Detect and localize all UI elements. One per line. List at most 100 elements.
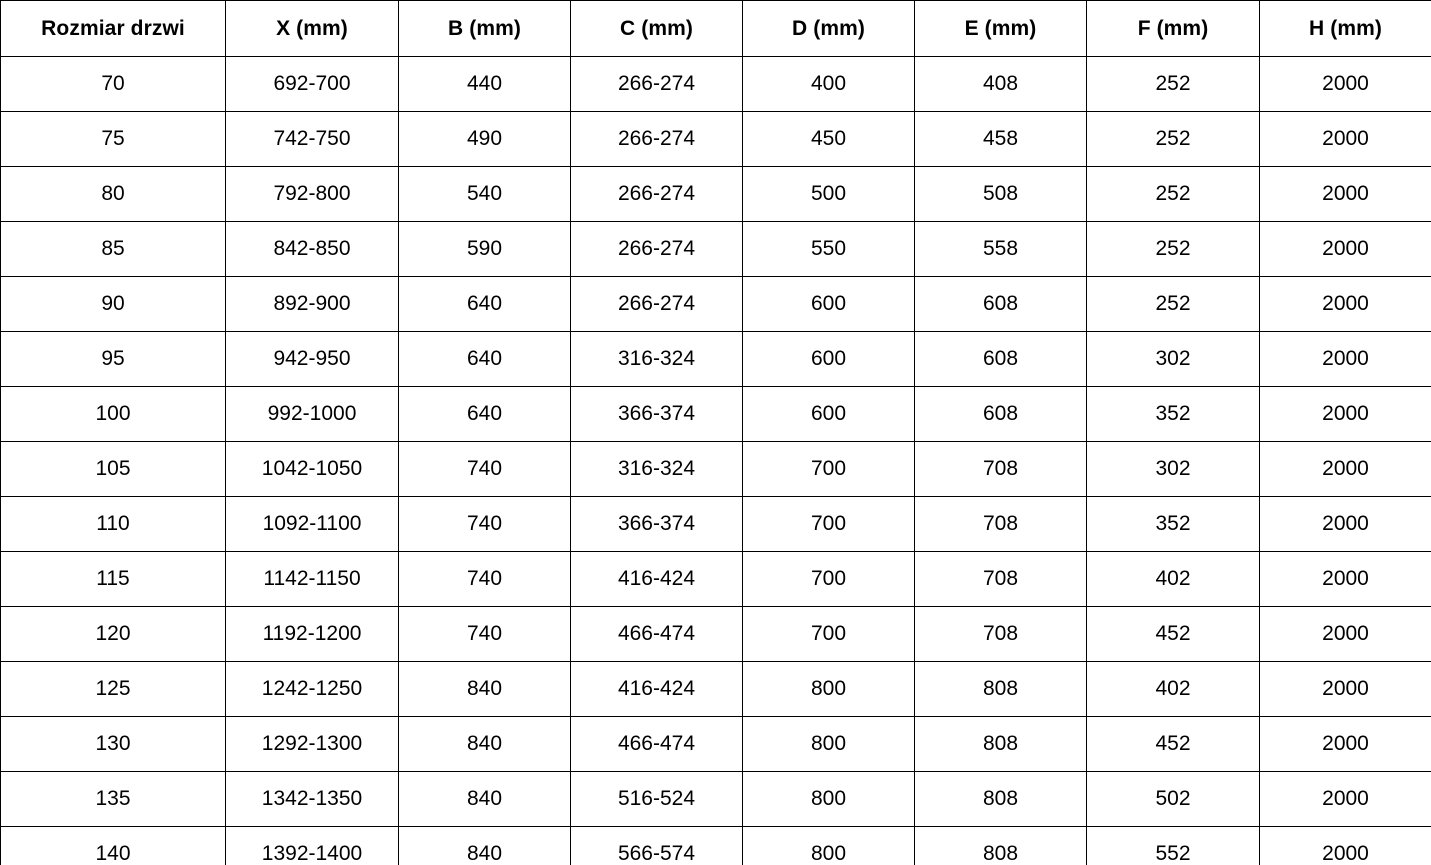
- cell-value: 252: [1086, 221, 1260, 277]
- cell-door-size: 95: [0, 331, 226, 387]
- cell-value: 2000: [1259, 221, 1431, 277]
- cell-value: 600: [742, 386, 915, 442]
- cell-value: 700: [742, 606, 915, 662]
- table-header: Rozmiar drzwi X (mm) B (mm) C (mm) D (mm) E (…: [0, 0, 1431, 57]
- cell-value: 452: [1086, 606, 1260, 662]
- cell-door-size: 70: [0, 56, 226, 112]
- cell-value: 252: [1086, 111, 1260, 167]
- cell-value: 640: [398, 386, 571, 442]
- table-row: 110 1092-1100 740 366-374 700 708 352 2000: [0, 496, 1431, 552]
- cell-value: 2000: [1259, 331, 1431, 387]
- cell-value: 840: [398, 826, 571, 865]
- cell-value: 740: [398, 496, 571, 552]
- cell-value: 800: [742, 661, 915, 717]
- cell-value: 1342-1350: [225, 771, 399, 827]
- cell-door-size: 135: [0, 771, 226, 827]
- cell-value: 252: [1086, 276, 1260, 332]
- cell-value: 800: [742, 716, 915, 772]
- cell-door-size: 100: [0, 386, 226, 442]
- table-row: 85 842-850 590 266-274 550 558 252 2000: [0, 221, 1431, 277]
- cell-value: 2000: [1259, 56, 1431, 112]
- cell-value: 1092-1100: [225, 496, 399, 552]
- cell-value: 992-1000: [225, 386, 399, 442]
- column-header-5: E (mm): [914, 0, 1087, 57]
- table-row: 100 992-1000 640 366-374 600 608 352 2000: [0, 386, 1431, 442]
- cell-value: 2000: [1259, 441, 1431, 497]
- cell-value: 552: [1086, 826, 1260, 865]
- column-header-4: D (mm): [742, 0, 915, 57]
- cell-door-size: 105: [0, 441, 226, 497]
- cell-value: 490: [398, 111, 571, 167]
- cell-value: 316-324: [570, 441, 743, 497]
- cell-value: 302: [1086, 331, 1260, 387]
- cell-value: 266-274: [570, 111, 743, 167]
- cell-value: 500: [742, 166, 915, 222]
- cell-value: 692-700: [225, 56, 399, 112]
- cell-value: 842-850: [225, 221, 399, 277]
- cell-value: 366-374: [570, 386, 743, 442]
- table-header-row: Rozmiar drzwi X (mm) B (mm) C (mm) D (mm) E (…: [0, 0, 1431, 57]
- cell-value: 600: [742, 331, 915, 387]
- cell-value: 2000: [1259, 276, 1431, 332]
- cell-value: 2000: [1259, 551, 1431, 607]
- cell-value: 590: [398, 221, 571, 277]
- cell-value: 440: [398, 56, 571, 112]
- cell-value: 608: [914, 331, 1087, 387]
- table-row: 70 692-700 440 266-274 400 408 252 2000: [0, 56, 1431, 112]
- cell-value: 608: [914, 276, 1087, 332]
- table-row: 95 942-950 640 316-324 600 608 302 2000: [0, 331, 1431, 387]
- table-row: 120 1192-1200 740 466-474 700 708 452 2000: [0, 606, 1431, 662]
- cell-value: 402: [1086, 661, 1260, 717]
- cell-door-size: 115: [0, 551, 226, 607]
- cell-value: 266-274: [570, 221, 743, 277]
- cell-value: 700: [742, 441, 915, 497]
- cell-value: 840: [398, 661, 571, 717]
- cell-value: 2000: [1259, 716, 1431, 772]
- cell-value: 1042-1050: [225, 441, 399, 497]
- cell-value: 366-374: [570, 496, 743, 552]
- cell-value: 550: [742, 221, 915, 277]
- cell-value: 416-424: [570, 661, 743, 717]
- cell-value: 1292-1300: [225, 716, 399, 772]
- cell-value: 942-950: [225, 331, 399, 387]
- cell-value: 700: [742, 496, 915, 552]
- cell-value: 452: [1086, 716, 1260, 772]
- cell-value: 1192-1200: [225, 606, 399, 662]
- column-header-7: H (mm): [1259, 0, 1431, 57]
- cell-value: 540: [398, 166, 571, 222]
- cell-value: 840: [398, 716, 571, 772]
- cell-value: 1242-1250: [225, 661, 399, 717]
- cell-value: 840: [398, 771, 571, 827]
- cell-value: 800: [742, 826, 915, 865]
- table-row: 125 1242-1250 840 416-424 800 808 402 2000: [0, 661, 1431, 717]
- cell-value: 1392-1400: [225, 826, 399, 865]
- cell-door-size: 130: [0, 716, 226, 772]
- cell-value: 566-574: [570, 826, 743, 865]
- cell-value: 400: [742, 56, 915, 112]
- cell-value: 416-424: [570, 551, 743, 607]
- cell-value: 516-524: [570, 771, 743, 827]
- cell-value: 352: [1086, 496, 1260, 552]
- cell-door-size: 125: [0, 661, 226, 717]
- table-row: 140 1392-1400 840 566-574 800 808 552 2000: [0, 826, 1431, 865]
- cell-value: 2000: [1259, 166, 1431, 222]
- cell-value: 502: [1086, 771, 1260, 827]
- cell-value: 740: [398, 551, 571, 607]
- cell-value: 708: [914, 441, 1087, 497]
- cell-value: 2000: [1259, 661, 1431, 717]
- cell-value: 708: [914, 606, 1087, 662]
- table-row: 130 1292-1300 840 466-474 800 808 452 2000: [0, 716, 1431, 772]
- cell-value: 402: [1086, 551, 1260, 607]
- cell-door-size: 90: [0, 276, 226, 332]
- cell-value: 1142-1150: [225, 551, 399, 607]
- cell-value: 450: [742, 111, 915, 167]
- column-header-0: Rozmiar drzwi: [0, 0, 226, 57]
- cell-value: 458: [914, 111, 1087, 167]
- cell-door-size: 75: [0, 111, 226, 167]
- cell-value: 808: [914, 716, 1087, 772]
- column-header-1: X (mm): [225, 0, 399, 57]
- cell-value: 558: [914, 221, 1087, 277]
- cell-value: 700: [742, 551, 915, 607]
